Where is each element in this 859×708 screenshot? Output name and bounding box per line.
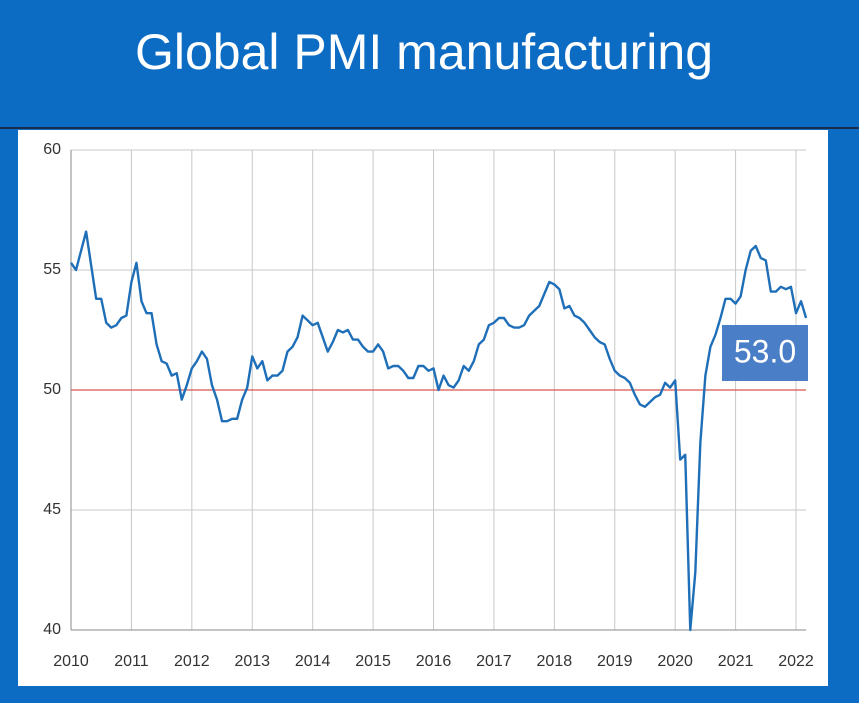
x-tick-label: 2019: [597, 653, 633, 670]
x-tick-label: 2012: [174, 653, 210, 670]
annotation-box: [722, 325, 808, 381]
x-tick-label: 2022: [778, 653, 814, 670]
x-tick-label: 2010: [53, 653, 89, 670]
x-tick-label: 2017: [476, 653, 512, 670]
x-tick-label: 2020: [657, 653, 693, 670]
x-tick-label: 2011: [114, 653, 149, 670]
y-tick-label: 55: [43, 261, 61, 278]
x-tick-label: 2016: [416, 653, 452, 670]
annotation: 53.0: [734, 333, 796, 369]
data-line: [70, 230, 808, 632]
x-tick-label: 2013: [234, 653, 270, 670]
y-tick-label: 50: [43, 381, 61, 398]
x-tick-label: 2018: [537, 653, 573, 670]
chart-title: Global PMI manufacturing: [135, 24, 713, 80]
x-tick-label: 2015: [355, 653, 391, 670]
y-tick-label: 60: [43, 141, 61, 158]
x-tick-label: 2014: [295, 653, 331, 670]
plot-panel: [18, 130, 828, 686]
x-tick-label: 2021: [718, 653, 754, 670]
y-tick-label: 45: [43, 501, 61, 518]
y-tick-label: 40: [43, 621, 61, 638]
